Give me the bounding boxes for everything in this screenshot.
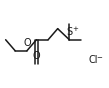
Text: +: + [72,26,78,32]
Text: O: O [33,51,40,61]
Text: O: O [23,38,31,48]
Text: S: S [66,27,72,37]
Text: −: − [96,55,102,61]
Text: Cl: Cl [89,55,98,65]
